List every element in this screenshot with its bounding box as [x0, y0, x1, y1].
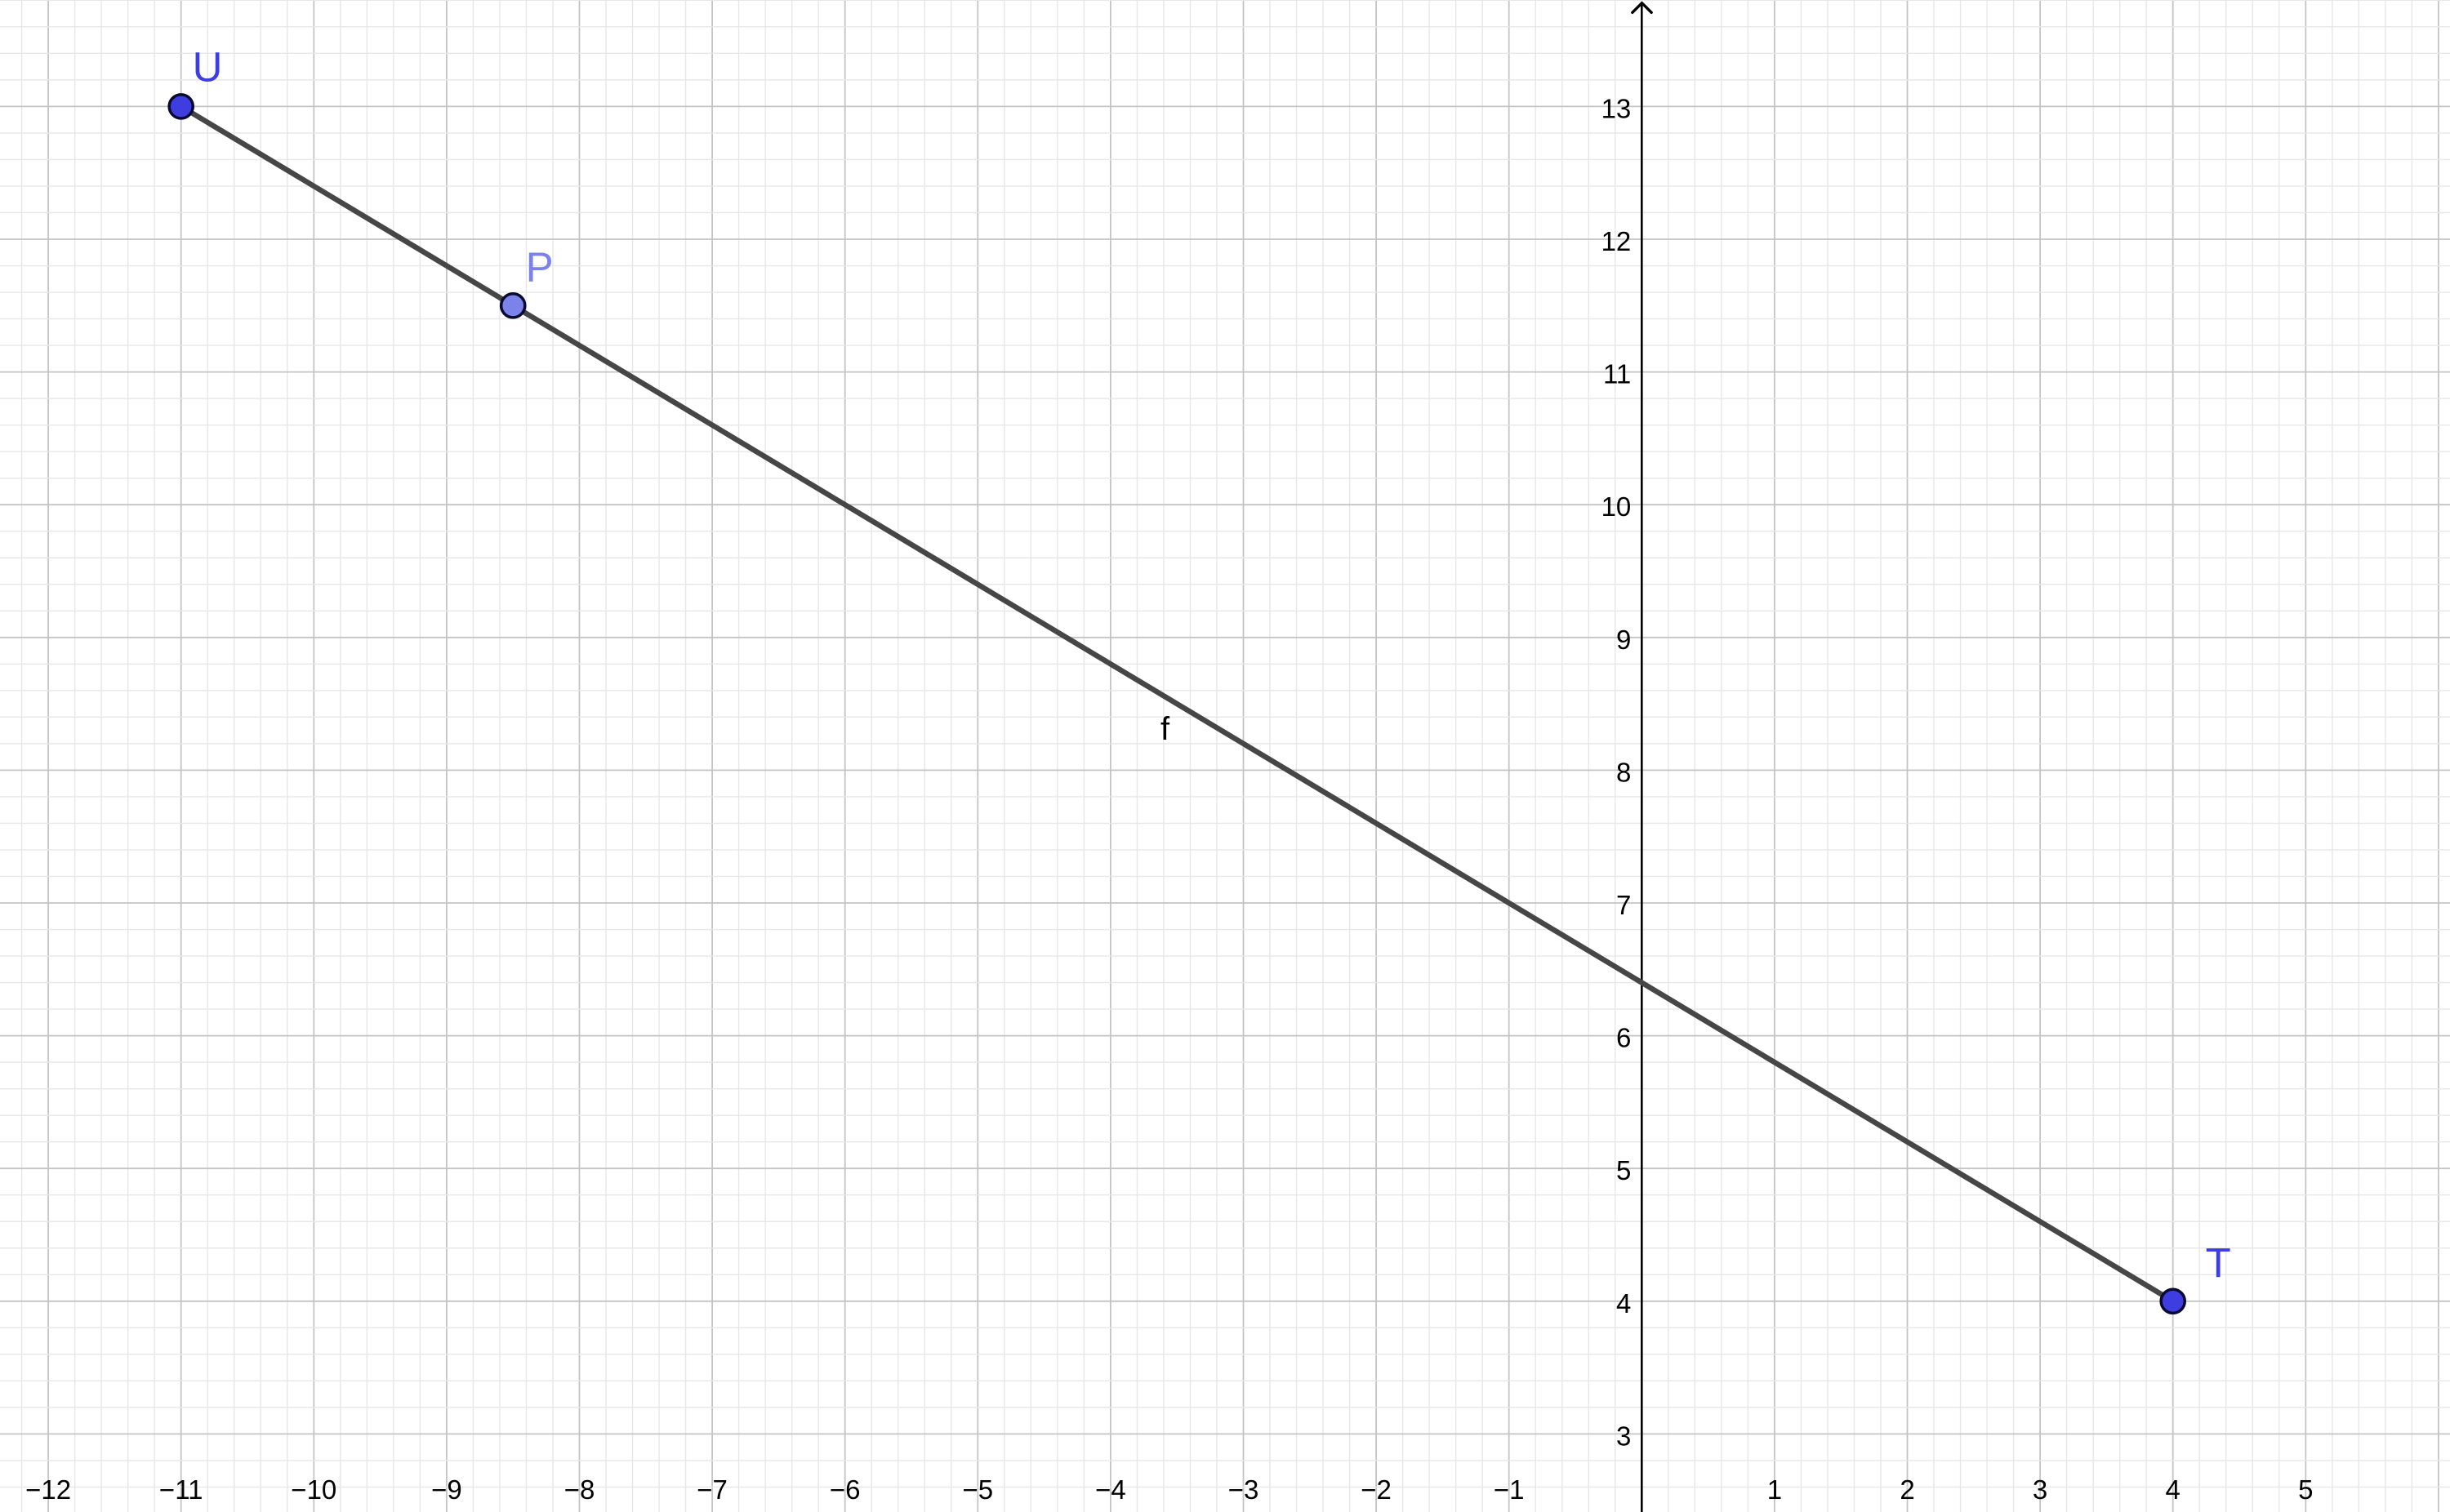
svg-text:−8: −8 [564, 1474, 595, 1505]
svg-text:−7: −7 [697, 1474, 728, 1505]
svg-text:−3: −3 [1228, 1474, 1259, 1505]
svg-text:2: 2 [1900, 1474, 1914, 1505]
svg-text:3: 3 [1616, 1421, 1631, 1451]
svg-text:−9: −9 [431, 1474, 462, 1505]
svg-text:−5: −5 [962, 1474, 993, 1505]
svg-text:13: 13 [1601, 93, 1632, 123]
svg-text:5: 5 [1616, 1155, 1631, 1185]
svg-text:5: 5 [2298, 1474, 2313, 1505]
svg-text:−2: −2 [1361, 1474, 1392, 1505]
svg-text:−10: −10 [291, 1474, 336, 1505]
svg-text:7: 7 [1616, 890, 1631, 920]
svg-text:3: 3 [2033, 1474, 2047, 1505]
svg-text:11: 11 [1603, 359, 1631, 389]
svg-text:4: 4 [2166, 1474, 2180, 1505]
svg-text:10: 10 [1601, 491, 1632, 522]
svg-text:−6: −6 [830, 1474, 861, 1505]
svg-text:U: U [193, 44, 223, 91]
svg-text:6: 6 [1616, 1023, 1631, 1053]
svg-text:1: 1 [1767, 1474, 1782, 1505]
svg-text:−1: −1 [1494, 1474, 1525, 1505]
svg-text:4: 4 [1616, 1288, 1631, 1319]
svg-text:P: P [526, 244, 554, 291]
svg-text:12: 12 [1601, 226, 1632, 256]
svg-text:T: T [2206, 1240, 2231, 1287]
svg-text:8: 8 [1616, 757, 1631, 787]
svg-text:−4: −4 [1095, 1474, 1126, 1505]
svg-text:−11: −11 [159, 1474, 203, 1505]
svg-text:9: 9 [1616, 625, 1631, 655]
svg-text:f: f [1160, 711, 1170, 747]
svg-text:−12: −12 [25, 1474, 71, 1505]
